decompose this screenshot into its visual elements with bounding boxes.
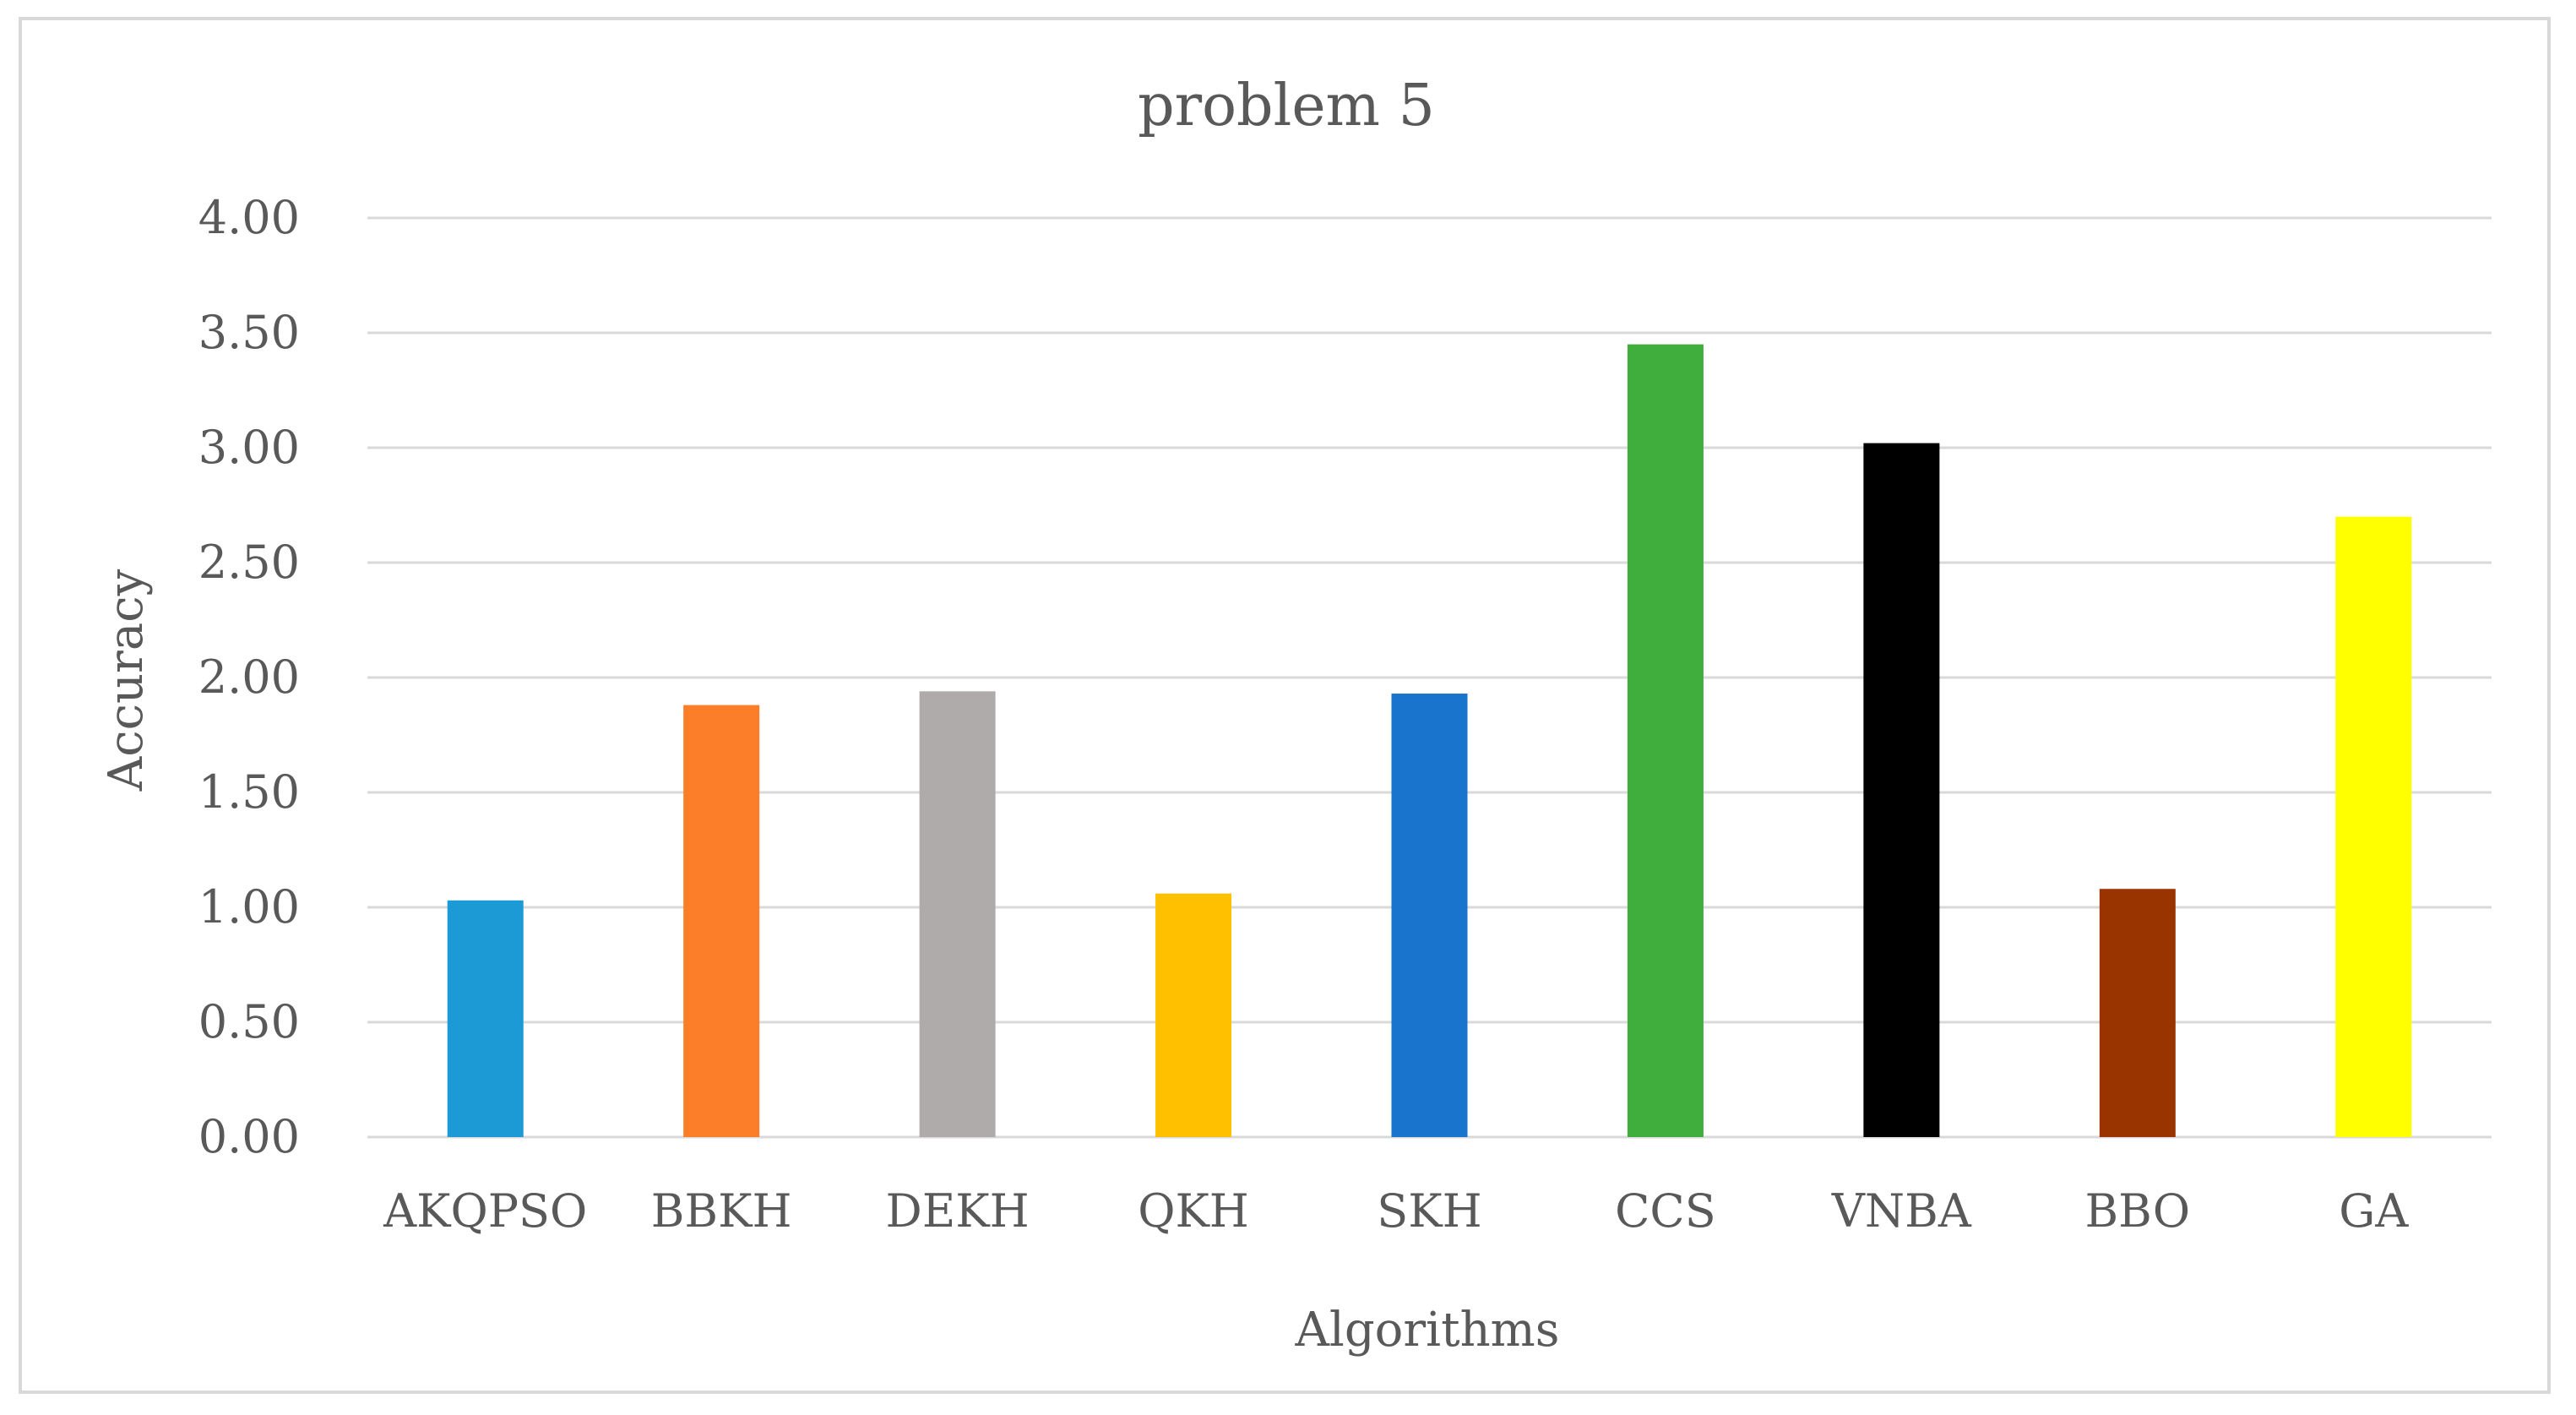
bar-bbkh [683,705,760,1137]
x-tick-label: QKH [1138,1184,1249,1238]
y-tick-label: 4.00 [198,191,300,244]
bar-akqpso [447,900,524,1137]
x-axis-ticks: AKQPSO BBKH DEKH QKH SKH CCS VNBA BBO GA [383,1184,2409,1238]
x-tick-label: CCS [1615,1184,1716,1238]
y-tick-label: 2.50 [198,536,300,589]
bar-bbo [2099,889,2176,1137]
bars [447,344,2412,1138]
x-tick-label: BBKH [651,1184,792,1238]
x-tick-label: VNBA [1831,1184,1972,1238]
x-tick-label: BBO [2085,1184,2191,1238]
y-tick-label: 1.00 [198,880,300,933]
bar-dekh [919,691,996,1137]
x-tick-label: DEKH [886,1184,1030,1238]
x-tick-label: GA [2339,1184,2409,1238]
chart-title: problem 5 [1138,73,1435,139]
bar-ga [2335,516,2412,1137]
y-tick-label: 0.50 [198,995,300,1048]
y-tick-label: 2.00 [198,650,300,704]
x-axis-title: Algorithms [1294,1303,1559,1358]
chart-frame [19,17,2551,1394]
y-tick-label: 0.00 [198,1110,300,1163]
x-tick-label: SKH [1377,1184,1481,1238]
y-axis-ticks: 0.00 0.50 1.00 1.50 2.00 2.50 3.00 3.50 4.00 [198,191,300,1163]
y-tick-label: 3.50 [198,306,300,359]
bar-vnba [1863,443,1940,1137]
y-tick-label: 1.50 [198,765,300,819]
bar-ccs [1627,344,1704,1138]
bar-qkh [1155,893,1232,1137]
y-axis-title: Accuracy [99,569,154,792]
bar-skh [1391,694,1468,1137]
x-tick-label: AKQPSO [383,1184,587,1238]
y-tick-label: 3.00 [198,421,300,474]
